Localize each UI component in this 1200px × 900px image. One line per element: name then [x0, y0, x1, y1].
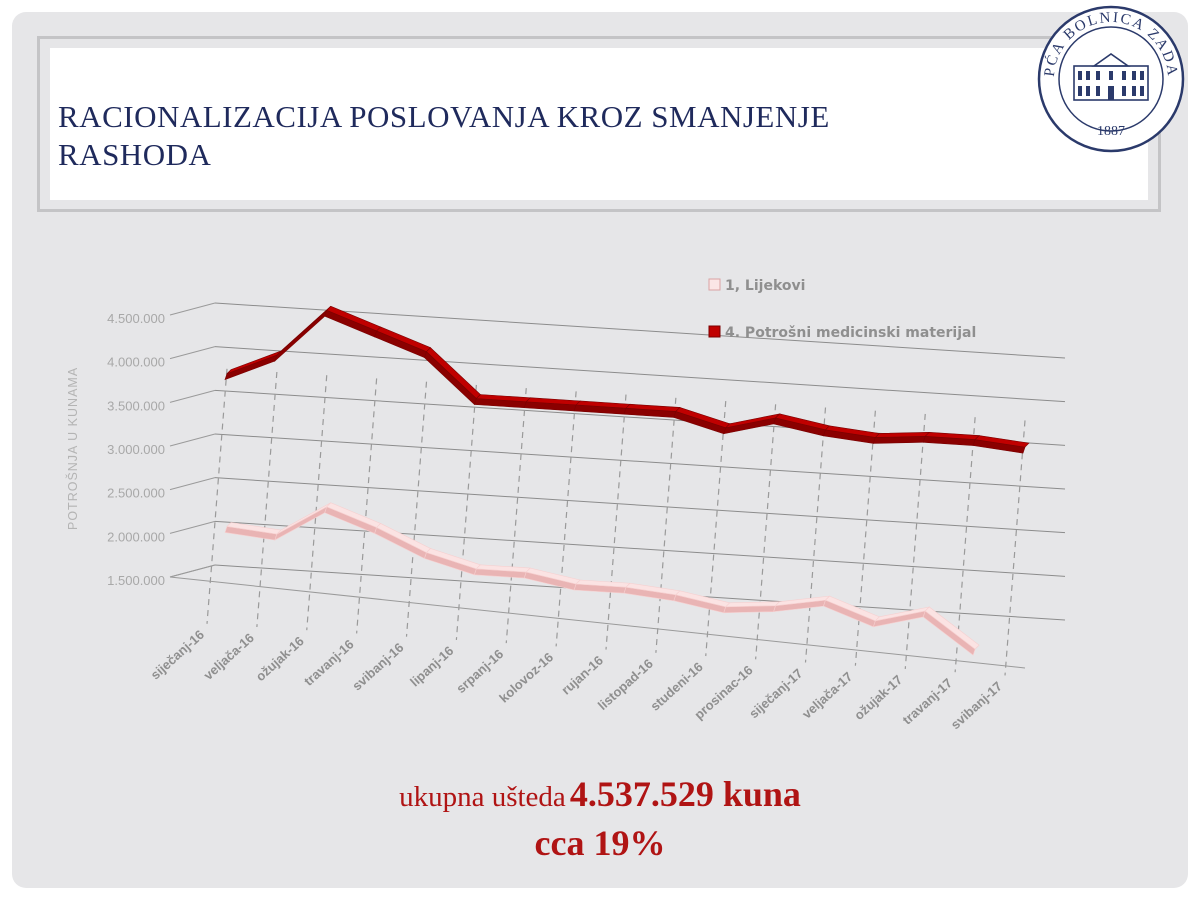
gridline-side	[169, 520, 216, 534]
y-tick-label: 4.500.000	[107, 311, 165, 326]
hospital-logo: OPĆA BOLNICA ZADAR 1887	[1036, 4, 1185, 153]
drop-line	[405, 381, 428, 637]
gridline-side	[169, 433, 216, 447]
series-segment-top	[874, 431, 930, 438]
drop-line	[356, 378, 378, 634]
gridline-side	[169, 346, 216, 360]
series-segment-top	[226, 350, 282, 374]
series-segment-top	[974, 435, 1030, 448]
x-tick-label: rujan-16	[558, 653, 606, 698]
series-segment-top	[276, 502, 331, 535]
drop-line	[306, 375, 328, 631]
legend-label-lijekovi: 1, Lijekovi	[725, 278, 805, 294]
drop-line	[206, 368, 228, 624]
chart-series	[224, 305, 1030, 656]
series-segment-top	[725, 601, 781, 608]
y-axis: 1.500.000 2.000.000 2.500.000 3.000.000 3.50…	[107, 311, 165, 588]
gridline-side	[169, 302, 216, 316]
series-segment	[274, 506, 328, 541]
summary-percent: cca 19%	[534, 823, 666, 863]
series-segment-top	[924, 606, 980, 650]
drop-line	[804, 407, 827, 663]
series-potrosni-materijal	[224, 305, 1030, 454]
legend-swatch-lijekovi	[708, 278, 721, 291]
y-tick-label: 3.500.000	[107, 398, 165, 413]
drop-line	[505, 388, 527, 644]
x-tick-label: travanj-17	[899, 675, 955, 727]
drop-line	[455, 384, 477, 640]
y-tick-label: 2.000.000	[107, 529, 165, 544]
drop-line	[755, 404, 777, 660]
series-segment	[922, 610, 976, 656]
summary-amount: 4.537.529 kuna	[569, 774, 801, 814]
y-tick-label: 1.500.000	[107, 573, 165, 588]
drop-line	[854, 410, 876, 666]
x-tick-label: siječanj-16	[148, 627, 207, 683]
summary-savings: ukupna ušteda 4.537.529 kuna	[0, 773, 1200, 815]
gridline-side	[169, 389, 216, 403]
chart-legend: 1, Lijekovi 4. Potrošni medicinski mater…	[708, 278, 976, 341]
series-segment-top	[426, 347, 481, 399]
x-tick-label: svibanj-16	[349, 640, 406, 694]
drop-line	[256, 371, 278, 628]
slide: RACIONALIZACIJA POSLOVANJA KROZ SMANJENJ…	[12, 12, 1188, 888]
drop-line	[555, 391, 577, 647]
y-tick-label: 3.000.000	[107, 442, 165, 457]
logo-year: 1887	[1097, 124, 1125, 139]
drop-line	[904, 413, 926, 670]
gridline	[214, 477, 1066, 534]
floor-edge	[169, 564, 216, 578]
series-segment	[224, 354, 278, 381]
x-tick-label: svibanj-17	[948, 678, 1005, 732]
x-axis: siječanj-16veljača-16ožujak-16travanj-16…	[148, 627, 1005, 732]
series-segment-top	[276, 306, 331, 356]
slide-title: RACIONALIZACIJA POSLOVANJA KROZ SMANJENJ…	[58, 99, 830, 172]
building-icon	[1073, 53, 1149, 101]
chart-grid	[169, 302, 1066, 669]
x-tick-label: veljača-16	[201, 630, 257, 683]
x-tick-label: veljača-17	[799, 669, 855, 722]
drop-line	[705, 401, 727, 657]
gridline	[214, 520, 1066, 577]
x-tick-label: travanj-16	[301, 637, 357, 689]
gridline-side	[169, 477, 216, 491]
legend-swatch-potrosni	[708, 325, 721, 338]
x-tick-label: srpanj-16	[453, 646, 506, 696]
y-tick-label: 4.000.000	[107, 355, 165, 370]
series-lijekovi	[224, 502, 980, 656]
legend-label-potrosni: 4. Potrošni medicinski materijal	[725, 325, 976, 341]
series-segment	[424, 351, 477, 406]
drop-line	[655, 397, 677, 653]
y-axis-label: POTROŠNJA U KUNAMA	[65, 367, 80, 530]
title-box: RACIONALIZACIJA POSLOVANJA KROZ SMANJENJ…	[50, 48, 1148, 200]
x-tick-label: ožujak-17	[851, 672, 905, 723]
x-tick-label: ožujak-16	[253, 633, 307, 684]
floor-front	[169, 576, 1026, 669]
gridline	[214, 346, 1066, 403]
drop-line	[605, 394, 627, 650]
x-tick-label: lipanj-16	[407, 643, 456, 689]
summary-label: ukupna ušteda	[399, 781, 566, 813]
gridline	[214, 302, 1066, 359]
drop-line	[1004, 420, 1026, 676]
gridline	[214, 433, 1066, 490]
y-tick-label: 2.500.000	[107, 486, 165, 501]
